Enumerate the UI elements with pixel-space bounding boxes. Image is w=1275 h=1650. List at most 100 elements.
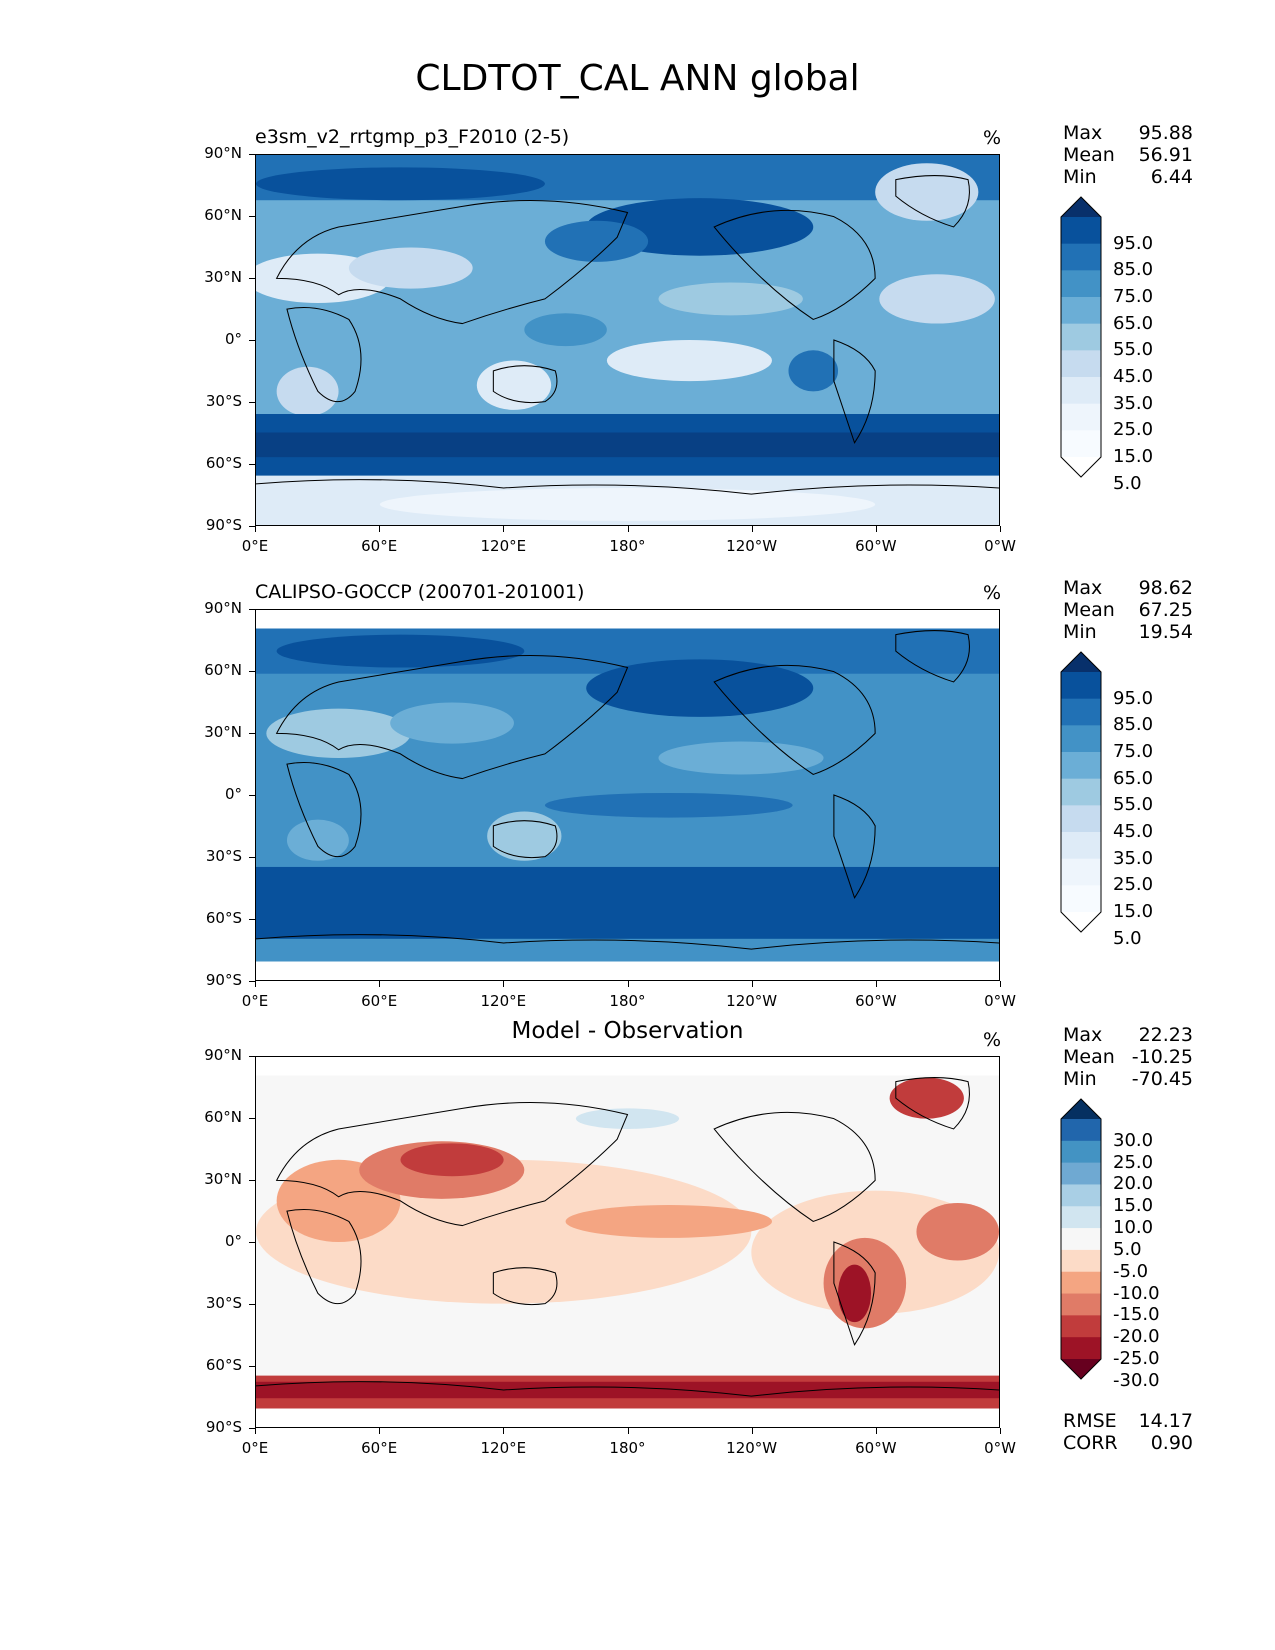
stat-value: -70.45 [1131, 1068, 1193, 1090]
colorbar-tick-label: 15.0 [1113, 901, 1154, 922]
metric-label: CORR [1063, 1432, 1118, 1454]
x-tick-mark [503, 526, 505, 532]
stats-block: Max 98.62 Mean 67.25 Min 19.54 [1063, 577, 1193, 643]
stat-row: Mean 56.91 [1063, 144, 1193, 166]
x-tick-label: 180° [609, 992, 646, 1010]
difference-map-field [256, 1057, 999, 1427]
colorbar-tick-label: 15.0 [1113, 446, 1154, 467]
reference-map-field [256, 610, 999, 980]
metric-row: CORR 0.90 [1063, 1432, 1193, 1454]
colorbar-tick-label: 20.0 [1113, 1173, 1154, 1195]
x-tick-label: 60°W [855, 1439, 897, 1457]
colorbar-outline [1060, 196, 1102, 478]
colorbar-segment [1061, 1249, 1101, 1273]
y-tick-mark [249, 216, 255, 217]
x-tick-mark [379, 981, 381, 987]
y-tick-mark [249, 609, 255, 610]
colorbar-tick-label: 5.0 [1113, 927, 1142, 949]
colorbar-outline [1060, 1098, 1102, 1380]
stat-row: Min -70.45 [1063, 1068, 1193, 1090]
colorbar-segment [1061, 672, 1101, 700]
x-tick-label: 0°E [241, 537, 269, 555]
colorbar-outline [1060, 651, 1102, 933]
y-tick-label: 60°N [204, 661, 242, 679]
test-map [255, 154, 1000, 526]
y-tick-label: 30°S [205, 1294, 242, 1312]
y-tick-label: 30°N [204, 1170, 242, 1188]
metrics-block: RMSE 14.17 CORR 0.90 [1063, 1410, 1193, 1454]
colorbar-segment [1061, 805, 1101, 833]
colorbar-tick-label: -20.0 [1113, 1326, 1160, 1348]
y-tick-mark [249, 1366, 255, 1367]
colorbar-tick-label: 85.0 [1113, 714, 1154, 736]
unit-label: % [983, 582, 1002, 604]
colorbar-tick-label: 85.0 [1113, 259, 1154, 281]
x-tick-label: 0°W [984, 992, 1016, 1010]
stat-value: 56.91 [1138, 144, 1193, 166]
y-tick-label: 30°N [204, 723, 242, 741]
colorbar-segment [1061, 752, 1101, 780]
x-tick-label: 120°W [726, 992, 778, 1010]
metric-value: 14.17 [1138, 1410, 1193, 1432]
reference-panel: CALIPSO-GOCCP (200701-201001) % [0, 565, 1275, 1035]
y-tick-mark [249, 526, 255, 527]
x-tick-label: 0°W [984, 537, 1016, 555]
x-tick-label: 180° [609, 537, 646, 555]
colorbar-tick-label: 30.0 [1113, 1129, 1154, 1151]
colorbar-tick-label: 35.0 [1113, 392, 1154, 414]
metric-label: RMSE [1063, 1410, 1117, 1432]
colorbar-graphic [1060, 196, 1102, 478]
stat-value: 95.88 [1138, 122, 1193, 144]
y-tick-label: 30°N [204, 268, 242, 286]
difference-map [255, 1056, 1000, 1428]
difference-panel: Model - Observation % [0, 1012, 1275, 1482]
colorbar: 95.0 85.0 75.0 65.0 55.0 45.0 35.0 25.0 15.0 5.0 [1060, 651, 1220, 951]
y-tick-mark [249, 981, 255, 982]
y-tick-label: 90°S [205, 1418, 242, 1436]
x-tick-label: 0°W [984, 1439, 1016, 1457]
colorbar-extend-min [1061, 912, 1101, 932]
colorbar-segment [1061, 778, 1101, 806]
y-tick-label: 30°S [205, 392, 242, 410]
x-tick-label: 120°E [480, 992, 527, 1010]
colorbar-segment [1061, 217, 1101, 245]
x-tick-label: 120°E [480, 537, 527, 555]
stat-label: Min [1063, 621, 1097, 643]
stat-row: Max 22.23 [1063, 1024, 1193, 1046]
x-tick-label: 60°E [361, 537, 398, 555]
y-tick-label: 0° [224, 785, 242, 803]
colorbar-extend-max [1061, 1099, 1101, 1119]
colorbar-segment [1061, 725, 1101, 753]
colorbar-tick-label: 10.0 [1113, 1217, 1154, 1239]
x-tick-label: 0°E [241, 1439, 269, 1457]
stats-block: Max 22.23 Mean -10.25 Min -70.45 [1063, 1024, 1193, 1090]
y-tick-label: 90°S [205, 516, 242, 534]
stat-value: 19.54 [1138, 621, 1193, 643]
colorbar-tick-label: 35.0 [1113, 847, 1154, 869]
colorbar-segment [1061, 1271, 1101, 1295]
x-tick-mark [255, 526, 256, 532]
colorbar-segment [1061, 270, 1101, 298]
stat-row: Mean -10.25 [1063, 1046, 1193, 1068]
x-tick-label: 0°E [241, 992, 269, 1010]
stat-row: Max 98.62 [1063, 577, 1193, 599]
y-tick-label: 90°S [205, 971, 242, 989]
y-tick-label: 60°S [205, 1356, 242, 1374]
colorbar-tick-label: 5.0 [1113, 472, 1142, 494]
stat-value: 67.25 [1138, 599, 1193, 621]
y-tick-mark [249, 402, 255, 403]
colorbar-segment [1061, 1315, 1101, 1338]
colorbar-segment [1061, 297, 1101, 325]
stat-label: Min [1063, 166, 1097, 188]
colorbar-graphic [1060, 1098, 1102, 1380]
colorbar-tick-label: 75.0 [1113, 741, 1154, 762]
colorbar-tick-label: 25.0 [1113, 419, 1154, 441]
page-title: CLDTOT_CAL ANN global [415, 58, 860, 99]
test-panel: e3sm_v2_rrtgmp_p3_F2010 (2-5) % [0, 110, 1275, 580]
stat-value: 6.44 [1150, 166, 1193, 188]
colorbar-tick-label: 75.0 [1113, 286, 1154, 307]
x-tick-mark [255, 1428, 256, 1434]
colorbar-segment [1061, 1162, 1101, 1185]
colorbar-segment [1061, 403, 1101, 431]
x-tick-mark [875, 526, 877, 532]
